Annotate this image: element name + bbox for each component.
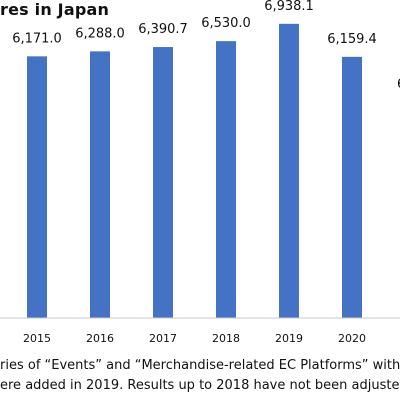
value-label-2016: 6,288.0 — [75, 26, 125, 41]
bar-2016 — [90, 51, 110, 319]
chart-title: res in Japan — [0, 0, 110, 19]
value-label-2020: 6,159.4 — [327, 32, 377, 47]
x-tick-label-2019: 2019 — [275, 332, 303, 345]
bar-2017 — [153, 47, 173, 318]
bar-2015 — [27, 56, 47, 318]
bars-group — [27, 23, 362, 319]
value-label-2017: 6,390.7 — [138, 22, 188, 37]
x-tick-label-2015: 2015 — [23, 332, 51, 345]
x-tick-label-2016: 2016 — [86, 332, 114, 345]
value-label-2021: 6 — [397, 77, 400, 92]
x-tick-labels-group: 2015 2016 2017 2018 2019 2020 — [23, 332, 366, 345]
bar-2019 — [279, 23, 299, 319]
value-label-2018: 6,530.0 — [201, 16, 251, 31]
footnote-line-2: ere added in 2019. Results up to 2018 ha… — [0, 378, 400, 393]
bar-2018 — [216, 41, 236, 319]
value-label-2015: 6,171.0 — [12, 31, 62, 46]
x-tick-label-2020: 2020 — [338, 332, 366, 345]
bar-2020 — [342, 56, 362, 319]
value-labels-group: 6,171.0 6,288.0 6,390.7 6,530.0 6,938.1 6,159… — [12, 0, 400, 92]
value-label-2019: 6,938.1 — [264, 0, 314, 14]
x-tick-label-2017: 2017 — [149, 332, 177, 345]
footnote-line-1: ries of “Events” and “Merchandise-relate… — [0, 358, 400, 373]
x-tick-label-2018: 2018 — [212, 332, 240, 345]
